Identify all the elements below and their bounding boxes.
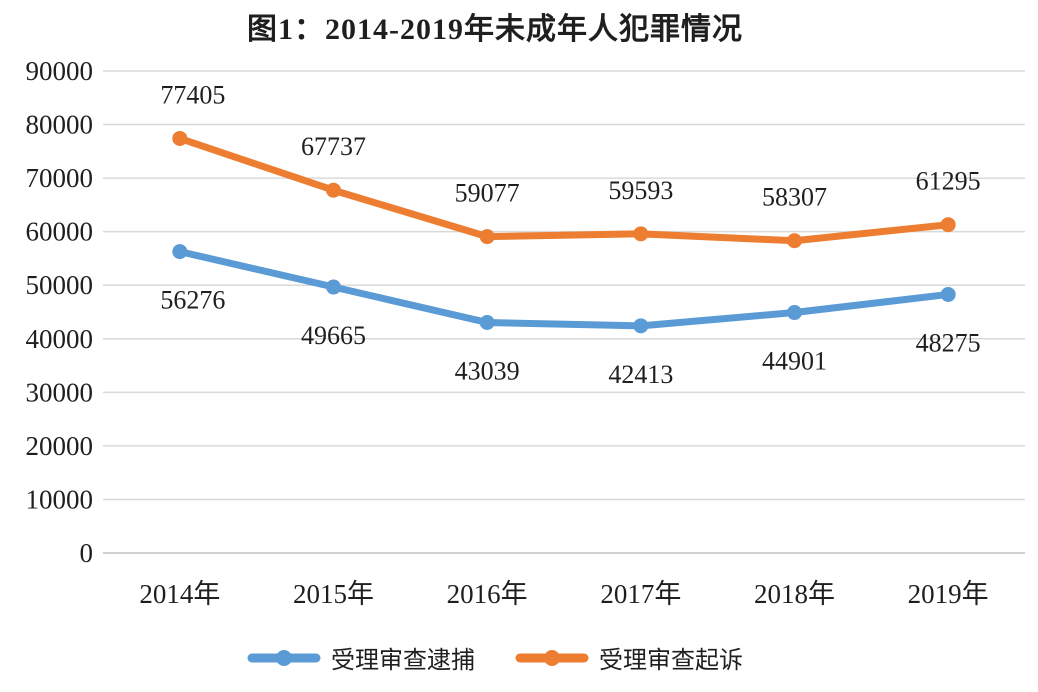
data-point-marker-prosecution (787, 233, 802, 249)
data-point-marker-prosecution (633, 226, 649, 242)
x-axis-tick-label: 2015年 (293, 579, 374, 609)
data-label-arrest: 42413 (608, 360, 673, 389)
x-axis-tick-label: 2014年 (139, 579, 220, 609)
y-axis-tick-label: 70000 (26, 163, 94, 193)
y-axis-tick-label: 0 (80, 538, 94, 568)
data-point-marker-prosecution (940, 217, 956, 233)
legend-item-arrest: 受理审查逮捕 (247, 640, 475, 675)
data-label-prosecution: 58307 (762, 183, 827, 212)
data-point-marker-arrest (940, 286, 956, 302)
data-point-marker-prosecution (172, 130, 188, 146)
data-label-prosecution: 77405 (160, 80, 225, 109)
data-label-prosecution: 59077 (455, 179, 520, 208)
data-point-marker-prosecution (479, 229, 495, 245)
x-axis-tick-label: 2019年 (908, 579, 989, 609)
x-axis-tick-label: 2017年 (600, 579, 681, 609)
data-label-arrest: 43039 (455, 357, 520, 386)
data-point-marker-arrest (479, 315, 495, 331)
data-label-prosecution: 61295 (916, 167, 981, 196)
data-point-marker-arrest (172, 244, 188, 260)
y-axis-tick-label: 10000 (26, 484, 94, 514)
legend-marker-blue-icon (247, 649, 321, 666)
legend-item-prosecution: 受理审查起诉 (515, 640, 743, 675)
y-axis-tick-label: 60000 (26, 217, 94, 247)
x-axis-tick-label: 2016年 (447, 579, 528, 609)
y-axis-tick-label: 30000 (26, 377, 94, 407)
series-line-prosecution (176, 134, 952, 245)
data-point-marker-arrest (633, 318, 649, 334)
legend-marker-orange-icon (515, 649, 589, 666)
data-label-arrest: 56276 (160, 286, 225, 315)
y-axis-tick-label: 90000 (26, 56, 94, 86)
y-axis-tick-label: 40000 (26, 324, 94, 354)
data-label-arrest: 48275 (916, 328, 981, 357)
y-axis-tick-label: 50000 (26, 270, 94, 300)
data-label-arrest: 44901 (762, 347, 827, 376)
y-axis-tick-label: 20000 (26, 431, 94, 461)
chart-title: 图1：2014-2019年未成年人犯罪情况 (247, 13, 743, 46)
data-point-marker-arrest (326, 279, 341, 295)
data-point-marker-prosecution (326, 182, 341, 198)
data-label-prosecution: 59593 (608, 176, 673, 205)
data-label-prosecution: 67737 (301, 132, 366, 161)
legend-label-arrest: 受理审查逮捕 (331, 648, 475, 674)
x-axis-tick-label: 2018年 (754, 579, 835, 609)
legend: 受理审查逮捕 受理审查起诉 (0, 640, 1014, 675)
data-label-arrest: 49665 (301, 321, 366, 350)
data-point-marker-arrest (787, 305, 802, 321)
legend-label-prosecution: 受理审查起诉 (599, 648, 743, 674)
y-axis-tick-label: 80000 (26, 110, 94, 140)
series-line-arrest (176, 248, 952, 330)
